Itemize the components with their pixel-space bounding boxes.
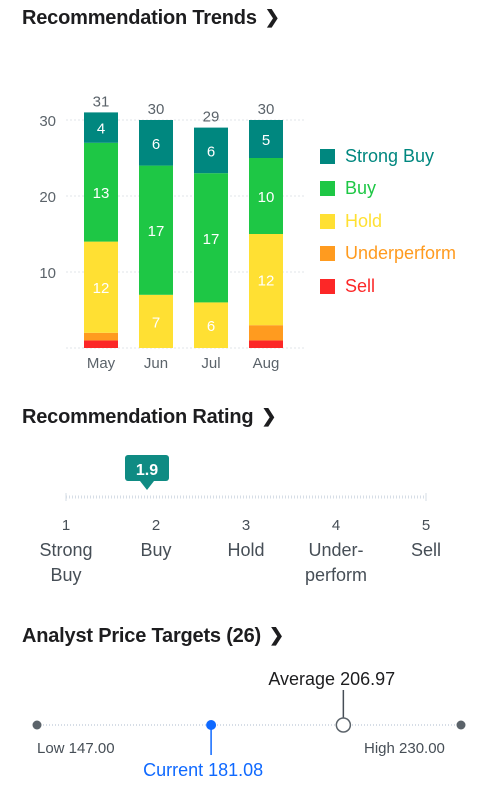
bar-total-label: 29 <box>203 109 220 126</box>
rating-scale-item: 4 Under-perform <box>291 513 381 588</box>
bar-segment-sell[interactable] <box>84 340 118 348</box>
bar-segment-buy[interactable] <box>249 158 283 234</box>
bar-value-label: 12 <box>93 280 110 297</box>
legend-swatch <box>320 148 335 164</box>
legend-item-strong_buy[interactable]: Strong Buy <box>320 140 456 173</box>
rating-scale-text: Sell <box>410 540 441 560</box>
rating-badge <box>125 455 169 481</box>
bar-total-label: 30 <box>258 101 275 118</box>
rating-scale-item: 3 Hold <box>201 513 291 563</box>
bar-segment-buy[interactable] <box>194 173 228 303</box>
legend-swatch <box>320 246 335 262</box>
legend-item-underperform[interactable]: Underperform <box>320 238 456 271</box>
bar-value-label: 17 <box>203 231 220 248</box>
bar-total-label: 30 <box>148 101 165 118</box>
bar-value-label: 17 <box>148 223 165 240</box>
recommendation-trends-title[interactable]: Recommendation Trends ❯ <box>22 7 280 30</box>
legend-item-buy[interactable]: Buy <box>320 173 456 206</box>
high-price-label: High 230.00 <box>364 740 445 757</box>
rating-value: 1.9 <box>136 462 158 479</box>
bar-value-label: 4 <box>97 121 105 138</box>
bar-value-label: 5 <box>262 132 270 149</box>
x-tick-label: Jul <box>201 355 220 372</box>
recommendation-trends-title-text: Recommendation Trends <box>22 7 257 29</box>
recommendation-rating-title[interactable]: Recommendation Rating ❯ <box>22 406 276 429</box>
legend-label: Buy <box>345 178 377 199</box>
bar-segment-underperform[interactable] <box>249 325 283 341</box>
current-price-label: Current 181.08 <box>143 760 264 780</box>
low-price-label: Low 147.00 <box>37 740 115 757</box>
bar-value-label: 13 <box>93 185 110 202</box>
rating-scale-item: 5 Sell <box>381 513 471 563</box>
rating-scale-number: 5 <box>421 517 431 534</box>
rating-scale-text: Under- <box>308 540 364 560</box>
recommendation-rating-scale: 1.9 <box>65 455 427 501</box>
average-price-label: Average 206.97 <box>268 669 396 689</box>
average-price-dot[interactable] <box>335 717 352 733</box>
bar-total-label: 31 <box>93 93 110 110</box>
legend-swatch <box>320 213 335 229</box>
bar-value-label: 12 <box>258 273 275 290</box>
chevron-right-icon: ❯ <box>264 7 280 27</box>
legend-label: Hold <box>345 210 383 231</box>
x-tick-label: Aug <box>253 355 280 372</box>
chevron-right-icon: ❯ <box>268 625 284 645</box>
bar-segment-sell[interactable] <box>249 340 283 348</box>
bar-segment-hold[interactable] <box>194 302 228 348</box>
bar-segment-buy[interactable] <box>84 142 118 242</box>
current-price-dot[interactable] <box>206 720 217 730</box>
chevron-right-icon: ❯ <box>261 406 277 426</box>
rating-scale-number: 2 <box>151 517 161 534</box>
analyst-price-targets-title-text: Analyst Price Targets (26) <box>22 625 261 647</box>
rating-scale-text: Strong <box>39 540 93 560</box>
price-target-range <box>32 690 466 755</box>
recommendation-trends-chart: 10 20 30 12 13 4 31 May 7 17 6 30 Jun 6 17 6 29 Jul 12 10 5 3… <box>39 93 306 372</box>
trends-legend: Strong Buy Buy Hold Underperform Sell <box>320 140 456 303</box>
bar-segment-strong_buy[interactable] <box>249 120 283 158</box>
rating-badge-pointer <box>140 481 154 490</box>
analyst-price-targets-title[interactable]: Analyst Price Targets (26) ❯ <box>22 625 284 648</box>
legend-label: Underperform <box>345 243 457 264</box>
x-tick-label: Jun <box>144 355 168 372</box>
rating-scale-text: perform <box>304 565 367 585</box>
bar-segment-hold[interactable] <box>249 234 283 326</box>
bar-segment-strong_buy[interactable] <box>84 112 118 143</box>
bar-segment-strong_buy[interactable] <box>194 127 228 174</box>
rating-scale-number: 3 <box>241 517 251 534</box>
rating-scale-number: 1 <box>61 517 71 534</box>
bar-value-label: 6 <box>207 318 215 335</box>
bar-segment-strong_buy[interactable] <box>139 120 173 166</box>
bar-segment-hold[interactable] <box>139 294 173 348</box>
bar-value-label: 6 <box>152 136 160 153</box>
legend-item-sell[interactable]: Sell <box>320 270 456 303</box>
legend-item-hold[interactable]: Hold <box>320 205 456 238</box>
y-tick-label: 20 <box>39 189 56 206</box>
rating-scale-text: Hold <box>227 540 265 560</box>
recommendation-rating-title-text: Recommendation Rating <box>22 406 254 428</box>
y-tick-label: 10 <box>39 265 56 282</box>
legend-label: Strong Buy <box>345 145 435 166</box>
bar-value-label: 10 <box>258 189 275 206</box>
x-tick-label: May <box>87 355 116 372</box>
bar-segment-buy[interactable] <box>139 165 173 295</box>
rating-scale-item: 1 Strong Buy <box>21 513 111 588</box>
bar-value-label: 7 <box>152 314 160 331</box>
bar-segment-underperform[interactable] <box>84 332 118 341</box>
y-tick-label: 30 <box>39 113 56 130</box>
legend-swatch <box>320 278 335 294</box>
bar-value-label: 6 <box>207 143 215 160</box>
rating-scale-text: Buy <box>140 540 172 560</box>
legend-swatch <box>320 181 335 197</box>
rating-scale-number: 4 <box>331 517 341 534</box>
legend-label: Sell <box>345 275 376 296</box>
rating-scale-item: 2 Buy <box>111 513 201 563</box>
low-price-dot <box>32 720 42 730</box>
bar-segment-hold[interactable] <box>84 241 118 333</box>
high-price-dot <box>456 720 466 730</box>
rating-scale-text: Buy <box>50 565 82 585</box>
